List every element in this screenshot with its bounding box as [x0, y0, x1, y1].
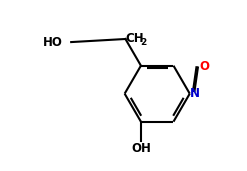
Text: OH: OH: [131, 142, 151, 155]
Text: CH: CH: [125, 32, 144, 45]
Text: 2: 2: [140, 38, 146, 47]
Text: O: O: [200, 60, 210, 73]
Text: N: N: [190, 87, 200, 100]
Text: HO: HO: [42, 36, 62, 49]
